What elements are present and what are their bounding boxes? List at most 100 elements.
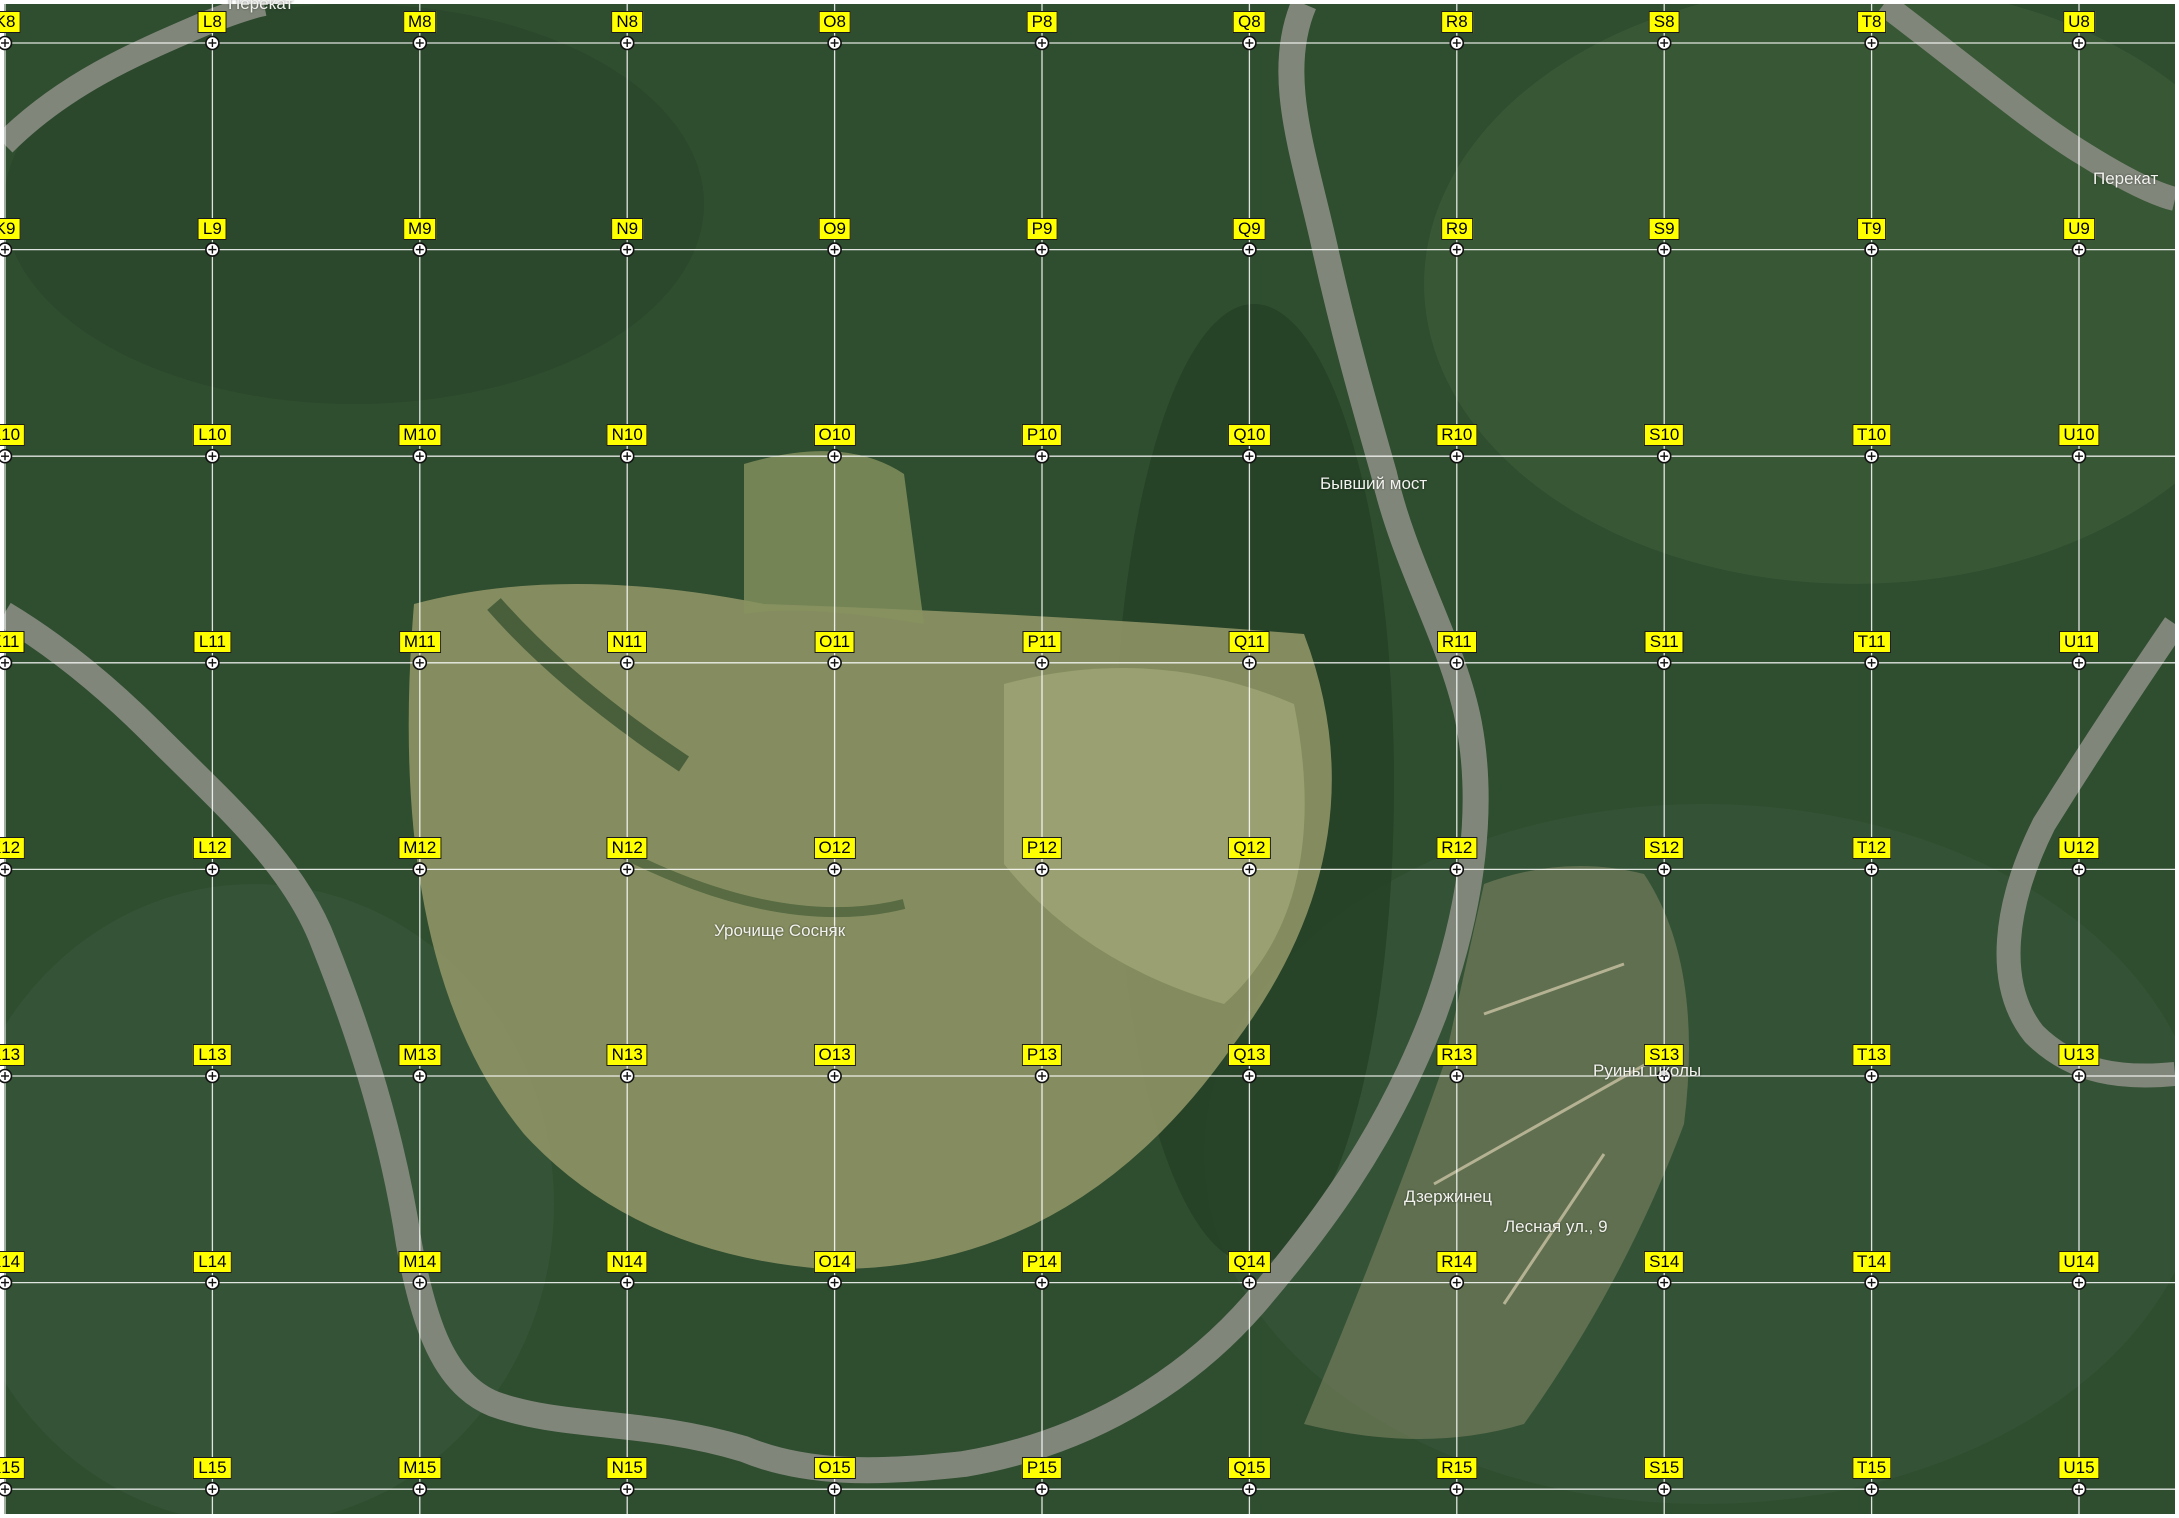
grid-marker-k12: [0, 862, 13, 877]
river-main: [4, 4, 1489, 1484]
clearing: [1004, 668, 1305, 1004]
grid-cell-label-q14: Q14: [1228, 1250, 1271, 1273]
grid-cell-label-l14: L14: [193, 1250, 232, 1273]
grid-marker-k14: [0, 1275, 13, 1290]
grid-cell-label-s13: S13: [1644, 1044, 1685, 1066]
grid-marker-t10: [1864, 448, 1879, 464]
grid-cell-label-n13: N13: [606, 1044, 648, 1066]
grid-cell-label-o11: O11: [814, 630, 856, 653]
grid-cell-label-p9: P9: [1026, 217, 1058, 240]
grid-cell-label-k8: K8: [0, 11, 21, 33]
grid-cell-label-n14: N14: [606, 1250, 648, 1273]
grid-marker-p14: [1034, 1275, 1050, 1290]
grid-marker-u9: [2071, 242, 2087, 257]
grid-marker-l13: [205, 1068, 220, 1084]
grid-cell-label-p15: P15: [1021, 1457, 1063, 1480]
place-label-school-ruins[interactable]: Руины школы: [1593, 1061, 1702, 1080]
grid-marker-q12: [1242, 862, 1257, 877]
grid-marker-p13: [1034, 1068, 1050, 1084]
forest-patch: [4, 884, 554, 1514]
grid-marker-k8: [0, 35, 13, 51]
grid-marker-s10: [1656, 448, 1672, 464]
grid-cell-label-p12: P12: [1021, 837, 1063, 860]
grid-marker-m8: [412, 35, 428, 51]
grid-cell-label-l15: L15: [193, 1457, 232, 1480]
grid-cell-label-l11: L11: [193, 630, 231, 653]
grid-marker-k11: [0, 655, 13, 671]
place-label-sosnyak[interactable]: Урочище Сосняк: [714, 921, 846, 940]
grid-cell-label-o13: O13: [813, 1044, 856, 1066]
grid-marker-k13: [0, 1068, 13, 1084]
place-label-former-bridge[interactable]: Бывший мост: [1320, 474, 1428, 493]
grid-marker-k15: [0, 1481, 13, 1497]
grid-cell-label-s8: S8: [1648, 11, 1680, 33]
grid-cell-label-o10: O10: [813, 424, 856, 447]
grid-marker-r9: [1449, 242, 1465, 257]
grid-marker-u13: [2071, 1068, 2087, 1084]
grid-cell-label-n8: N8: [611, 11, 644, 33]
grid-marker-p11: [1034, 655, 1050, 671]
grid-cell-label-r11: R11: [1436, 630, 1477, 653]
grid-cell-label-u8: U8: [2063, 11, 2095, 33]
grid-marker-p12: [1034, 862, 1050, 877]
grid-marker-t14: [1864, 1275, 1879, 1290]
grid-cell-label-k10: K10: [0, 424, 26, 447]
grid-marker-k10: [0, 448, 13, 464]
grid-marker-r11: [1449, 655, 1465, 671]
grid-cell-label-n12: N12: [606, 837, 648, 860]
satellite-imagery: [4, 4, 2175, 1514]
grid-cell-label-l10: L10: [193, 424, 232, 447]
grid-cell-label-t12: T12: [1851, 837, 1892, 860]
grid-cell-label-m15: M15: [398, 1457, 442, 1480]
grid-marker-p15: [1034, 1481, 1050, 1497]
grid-cell-label-u15: U15: [2058, 1457, 2100, 1480]
grid-cell-label-u14: U14: [2058, 1250, 2100, 1273]
grid-marker-l14: [205, 1275, 220, 1290]
grid-marker-m10: [412, 448, 428, 464]
grid-marker-o8: [827, 35, 842, 51]
grid-cell-label-s14: S14: [1644, 1250, 1685, 1273]
grid-cell-label-s9: S9: [1648, 217, 1680, 240]
grid-cell-label-s11: S11: [1644, 630, 1684, 653]
grid-cell-label-m10: M10: [398, 424, 442, 447]
grid-cell-label-m8: M8: [402, 11, 437, 33]
grid-marker-u8: [2071, 35, 2087, 51]
grid-marker-l8: [205, 35, 220, 51]
place-label-perekat-top[interactable]: Перекат: [228, 0, 294, 13]
grid-marker-q13: [1242, 1068, 1257, 1084]
grid-marker-n13: [619, 1068, 635, 1084]
grid-cell-label-k11: K11: [0, 630, 25, 653]
grid-marker-r15: [1449, 1481, 1465, 1497]
grid-cell-label-o9: O9: [818, 217, 851, 240]
grid-cell-label-s15: S15: [1644, 1457, 1685, 1480]
place-label-perekat-right[interactable]: Перекат: [2093, 169, 2159, 188]
place-label-address[interactable]: Лесная ул., 9: [1504, 1217, 1608, 1236]
grid-cell-label-q12: Q12: [1228, 837, 1271, 860]
grid-marker-u12: [2071, 862, 2087, 877]
grid-cell-label-o15: O15: [813, 1457, 856, 1480]
grid-marker-m15: [412, 1481, 428, 1497]
grid-marker-q11: [1242, 655, 1257, 671]
grid-cell-label-l9: L9: [197, 217, 227, 240]
grid-marker-l12: [205, 862, 220, 877]
grid-cell-label-o14: O14: [813, 1250, 856, 1273]
grid-cell-label-k13: K13: [0, 1044, 26, 1066]
grid-marker-r12: [1449, 862, 1465, 877]
grid-cell-label-o8: O8: [818, 11, 851, 33]
grid-cell-label-u10: U10: [2058, 424, 2100, 447]
grid-marker-q15: [1242, 1481, 1257, 1497]
grid-marker-n15: [619, 1481, 635, 1497]
place-label-village[interactable]: Дзержинец: [1404, 1187, 1493, 1206]
grid-marker-r10: [1449, 448, 1465, 464]
grid-marker-t12: [1864, 862, 1879, 877]
grid-cell-label-m14: M14: [398, 1250, 442, 1273]
grid-marker-m9: [412, 242, 428, 257]
grid-cell-label-r9: R9: [1440, 217, 1473, 240]
grid-cell-label-s12: S12: [1644, 837, 1685, 860]
grid-cell-label-t10: T10: [1851, 424, 1892, 447]
grid-cell-label-p8: P8: [1026, 11, 1058, 33]
grid-marker-o12: [827, 862, 842, 877]
grid-cell-label-m9: M9: [402, 217, 437, 240]
grid-marker-n8: [619, 35, 635, 51]
